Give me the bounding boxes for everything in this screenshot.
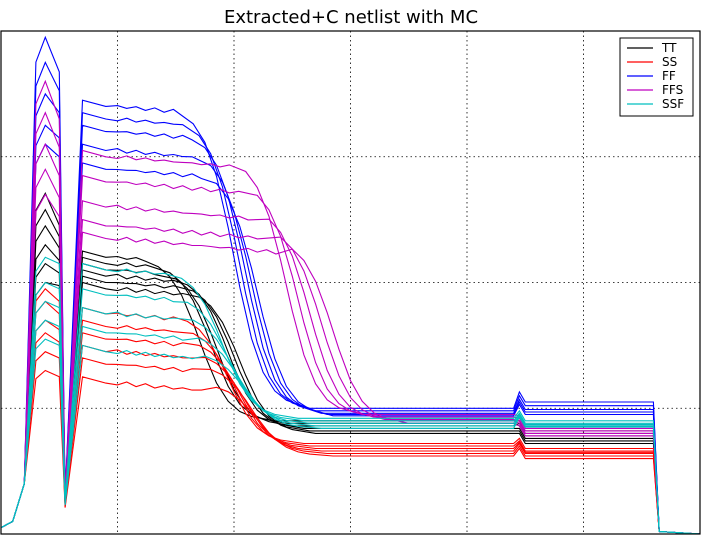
legend-box xyxy=(619,37,694,117)
chart-title: Extracted+C netlist with MC xyxy=(224,7,478,28)
series-ss-run-2 xyxy=(0,300,701,535)
series-ss xyxy=(0,287,701,535)
series-tt-run-2 xyxy=(0,208,701,535)
series-tt-run-5 xyxy=(0,262,701,535)
grid-layer xyxy=(1,31,700,534)
legend-label-ff: FF xyxy=(662,69,676,83)
series-ff-run-5 xyxy=(0,143,701,535)
series-ff xyxy=(0,35,701,535)
series-ff-run-4 xyxy=(0,124,701,535)
series-ffs xyxy=(0,79,701,535)
series-ssf-run-1 xyxy=(0,256,701,535)
legend-label-ffs: FFS xyxy=(662,83,683,97)
series-ss-run-3 xyxy=(0,319,701,535)
plot-frame xyxy=(0,30,701,535)
series-ff-run-2 xyxy=(0,61,701,535)
series-tt-run-4 xyxy=(0,243,701,535)
series-ssf-run-5 xyxy=(0,338,701,535)
series-tt-run-6 xyxy=(0,281,701,535)
series-ffs-run-5 xyxy=(0,193,701,535)
series-ff-run-1 xyxy=(0,35,701,535)
legend-label-ss: SS xyxy=(662,55,677,69)
series-ssf-run-4 xyxy=(0,319,701,535)
legend-label-tt: TT xyxy=(661,41,677,55)
series-ss-run-5 xyxy=(0,351,701,535)
lines-layer xyxy=(0,35,701,535)
series-ss-run-6 xyxy=(0,369,701,535)
series-ffs-run-2 xyxy=(0,111,701,535)
series-ssf-run-2 xyxy=(0,281,701,535)
series-ff-run-3 xyxy=(0,92,701,535)
series-tt xyxy=(0,191,701,535)
series-ssf-run-3 xyxy=(0,300,701,535)
series-tt-run-1 xyxy=(0,191,701,535)
series-ffs-run-3 xyxy=(0,142,701,535)
legend-label-ssf: SSF xyxy=(662,97,684,111)
series-ssf xyxy=(0,256,701,535)
